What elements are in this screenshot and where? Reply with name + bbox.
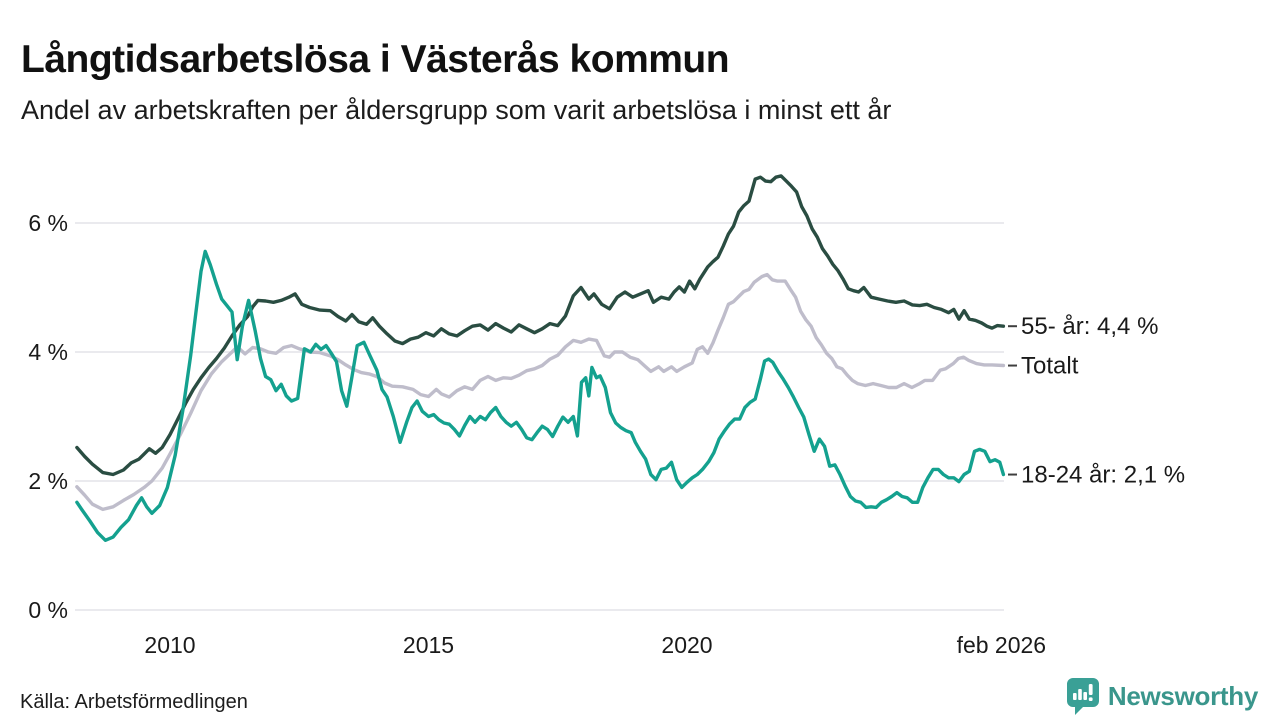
- x-tick-label: feb 2026: [957, 632, 1047, 658]
- y-tick-label: 4 %: [28, 339, 68, 365]
- x-tick-label: 2015: [403, 632, 454, 658]
- newsworthy-branding: Newsworthy: [1066, 677, 1258, 716]
- newsworthy-logo-icon: [1066, 677, 1100, 716]
- x-tick-label: 2010: [144, 632, 195, 658]
- source-note: Källa: Arbetsförmedlingen: [20, 691, 248, 713]
- line-18-24-r: [75, 249, 1006, 542]
- y-tick-label: 2 %: [28, 468, 68, 494]
- y-tick-label: 6 %: [28, 210, 68, 236]
- series-end-label: 55- år: 4,4 %: [1021, 313, 1158, 340]
- line-totalt: [75, 272, 1006, 512]
- x-tick-label: 2020: [661, 632, 712, 658]
- series-end-label: 18-24 år: 2,1 %: [1021, 462, 1185, 489]
- y-tick-label: 0 %: [28, 597, 68, 623]
- newsworthy-wordmark: Newsworthy: [1107, 681, 1258, 711]
- page-subtitle: Andel av arbetskraften per åldersgrupp s…: [21, 95, 892, 125]
- series-end-label: Totalt: [1021, 353, 1079, 380]
- page-title: Långtidsarbetslösa i Västerås kommun: [21, 38, 730, 82]
